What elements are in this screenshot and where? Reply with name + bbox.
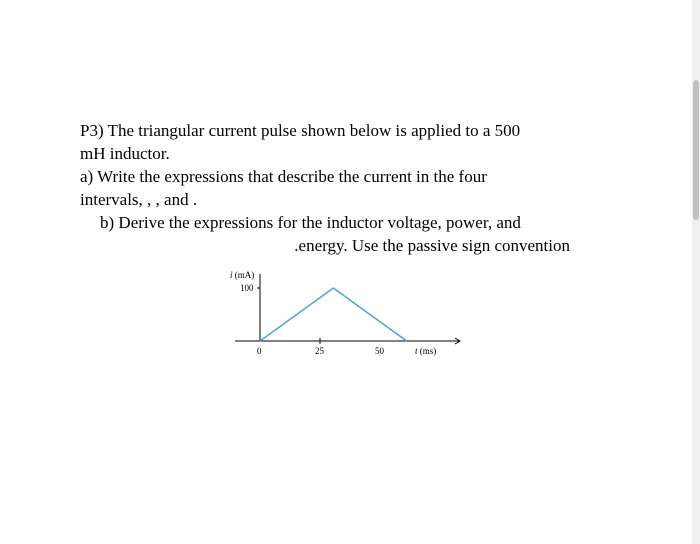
x-axis-label: t (ms) — [415, 346, 436, 356]
problem-line-5: b) Derive the expressions for the induct… — [80, 212, 610, 235]
x-axis-label-unit: (ms) — [418, 346, 437, 356]
x-tick-label-0: 0 — [257, 346, 262, 356]
current-pulse-line — [260, 288, 407, 341]
problem-text-block: P3) The triangular current pulse shown b… — [80, 120, 610, 258]
problem-line-1: P3) The triangular current pulse shown b… — [80, 120, 610, 143]
y-axis-label-unit: (mA) — [233, 270, 255, 280]
problem-line-4: intervals, , , and . — [80, 189, 610, 212]
problem-line-2: mH inductor. — [80, 143, 610, 166]
current-pulse-chart: i (mA) 100 0 25 50 t (ms) — [220, 266, 500, 366]
problem-line-6: .energy. Use the passive sign convention — [80, 235, 610, 258]
y-axis-label: i (mA) — [230, 270, 254, 280]
problem-content: P3) The triangular current pulse shown b… — [0, 0, 700, 366]
y-tick-100: 100 — [240, 283, 254, 293]
problem-line-3: a) Write the expressions that describe t… — [80, 166, 610, 189]
x-tick-label-50: 50 — [375, 346, 385, 356]
scrollbar-thumb[interactable] — [693, 80, 699, 220]
chart-svg: i (mA) 100 0 25 50 t (ms) — [220, 266, 500, 366]
x-tick-label-25: 25 — [315, 346, 325, 356]
